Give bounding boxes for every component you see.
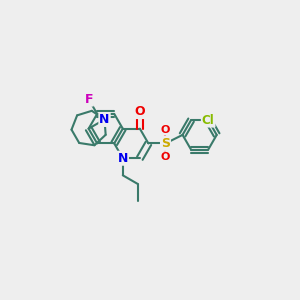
Text: N: N [118, 152, 128, 165]
Text: Cl: Cl [202, 114, 214, 127]
Text: N: N [99, 113, 110, 126]
Text: O: O [161, 152, 170, 162]
Text: O: O [161, 125, 170, 135]
Text: F: F [84, 93, 93, 106]
Text: S: S [161, 137, 170, 150]
Text: O: O [134, 105, 145, 118]
